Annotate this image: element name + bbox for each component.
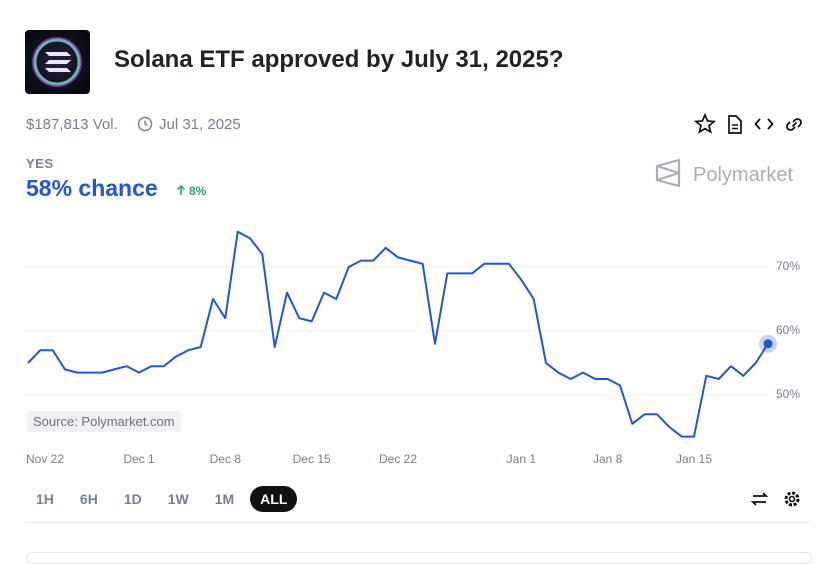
swap[interactable]: [750, 492, 769, 506]
market-title: Solana ETF approved by July 31, 2025?: [114, 46, 564, 73]
chance: 58% chance: [26, 175, 158, 201]
next-panel: [26, 552, 812, 564]
up-arrow: [176, 184, 186, 195]
range-button[interactable]: 1M: [214, 491, 235, 507]
document[interactable]: [728, 115, 742, 134]
star[interactable]: [694, 113, 717, 134]
embed[interactable]: [754, 118, 774, 130]
link[interactable]: [786, 118, 802, 131]
end-point: [763, 339, 773, 349]
x-tick-label: Jan 8: [593, 452, 623, 466]
action-icons[interactable]: [694, 113, 810, 135]
x-tick-label: Jan 15: [676, 452, 712, 466]
source: Source: Polymarket.com: [27, 411, 181, 432]
x-tick-label: Dec 8: [210, 452, 242, 466]
x-tick-label: Nov 22: [26, 452, 64, 466]
range-button[interactable]: 1W: [167, 491, 189, 507]
range-buttons: 1H 6H 1D 1W 1M ALL: [26, 486, 298, 512]
chart-controls[interactable]: [750, 489, 804, 509]
end-date: Jul 31, 2025: [159, 116, 241, 133]
settings[interactable]: [784, 491, 800, 507]
brand: Polymarket: [693, 164, 794, 186]
brand-logo: [655, 158, 681, 188]
price-line: [27, 230, 769, 438]
icon-art: [32, 37, 82, 87]
market-icon: [25, 30, 90, 94]
x-tick-label: Dec 15: [293, 452, 331, 466]
x-tick-label: Dec 1: [123, 452, 155, 466]
range-button[interactable]: 1H: [36, 491, 54, 507]
range-button[interactable]: 6H: [79, 491, 98, 507]
clock-icon: [137, 116, 153, 132]
volume: $187,813 Vol.: [26, 116, 118, 133]
y-tick-label: 70%: [776, 259, 800, 273]
y-tick-label: 60%: [776, 323, 800, 337]
y-tick-label: 50%: [776, 387, 800, 401]
chart: 50% 60% 70% Nov 22 Dec 1 Dec 8 Dec 15 Dec 22 Jan…: [26, 230, 800, 466]
range-button[interactable]: ALL: [250, 486, 298, 512]
divider: [26, 522, 810, 523]
change: 8%: [189, 184, 207, 198]
x-tick-label: Dec 22: [379, 452, 417, 466]
x-tick-label: Jan 1: [507, 452, 537, 466]
range-button[interactable]: 1D: [123, 491, 142, 507]
outcome-label: YES: [26, 156, 54, 171]
